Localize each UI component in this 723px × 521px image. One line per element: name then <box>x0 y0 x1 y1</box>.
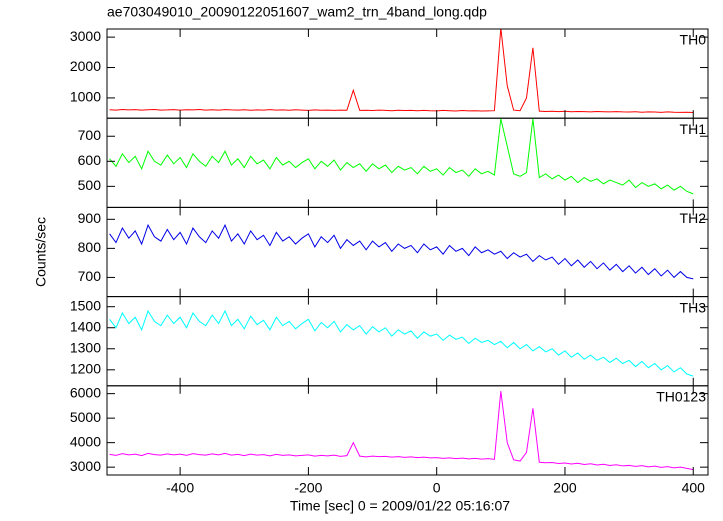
y-tick-label: 500 <box>78 177 102 193</box>
data-line <box>109 309 694 377</box>
y-tick-label: 700 <box>78 127 102 143</box>
x-tick-label: 400 <box>682 480 706 496</box>
y-tick-label: 5000 <box>70 409 101 425</box>
panel-frame <box>106 117 709 208</box>
y-tick-label: 4000 <box>70 433 101 449</box>
y-tick-label: 1400 <box>70 318 101 334</box>
y-tick-label: 1200 <box>70 361 101 377</box>
panel-label: TH0 <box>680 32 707 48</box>
panel-frame <box>106 296 709 387</box>
x-tick-label: -400 <box>166 480 194 496</box>
y-tick-label: 3000 <box>70 458 101 474</box>
y-axis-label: Counts/sec <box>33 217 49 287</box>
y-tick-label: 800 <box>78 239 102 255</box>
panel-label: TH0123 <box>656 389 706 405</box>
y-tick-label: 3000 <box>70 28 101 44</box>
panel-frame <box>106 385 709 476</box>
panel-label: TH2 <box>680 210 707 226</box>
x-axis-label: Time [sec] 0 = 2009/01/22 05:16:07 <box>290 498 510 514</box>
x-tick-label: -200 <box>294 480 322 496</box>
x-tick-label: 200 <box>553 480 577 496</box>
y-tick-label: 1500 <box>70 297 101 313</box>
panel-label: TH1 <box>680 121 707 137</box>
panel-frame <box>106 206 709 298</box>
data-line <box>109 29 694 114</box>
y-tick-label: 600 <box>78 152 102 168</box>
y-tick-label: 2000 <box>70 58 101 74</box>
y-tick-label: 6000 <box>70 384 101 400</box>
chart-title: ae703049010_20090122051607_wam2_trn_4ban… <box>107 4 487 20</box>
y-tick-label: 700 <box>78 268 102 284</box>
data-line <box>109 118 694 195</box>
panel-frame <box>106 28 709 119</box>
x-tick-label: 0 <box>433 480 441 496</box>
data-line <box>109 223 694 280</box>
y-tick-label: 900 <box>78 210 102 226</box>
y-tick-label: 1300 <box>70 339 101 355</box>
panel-label: TH3 <box>680 299 707 315</box>
y-tick-label: 1000 <box>70 89 101 105</box>
data-line <box>109 391 694 471</box>
